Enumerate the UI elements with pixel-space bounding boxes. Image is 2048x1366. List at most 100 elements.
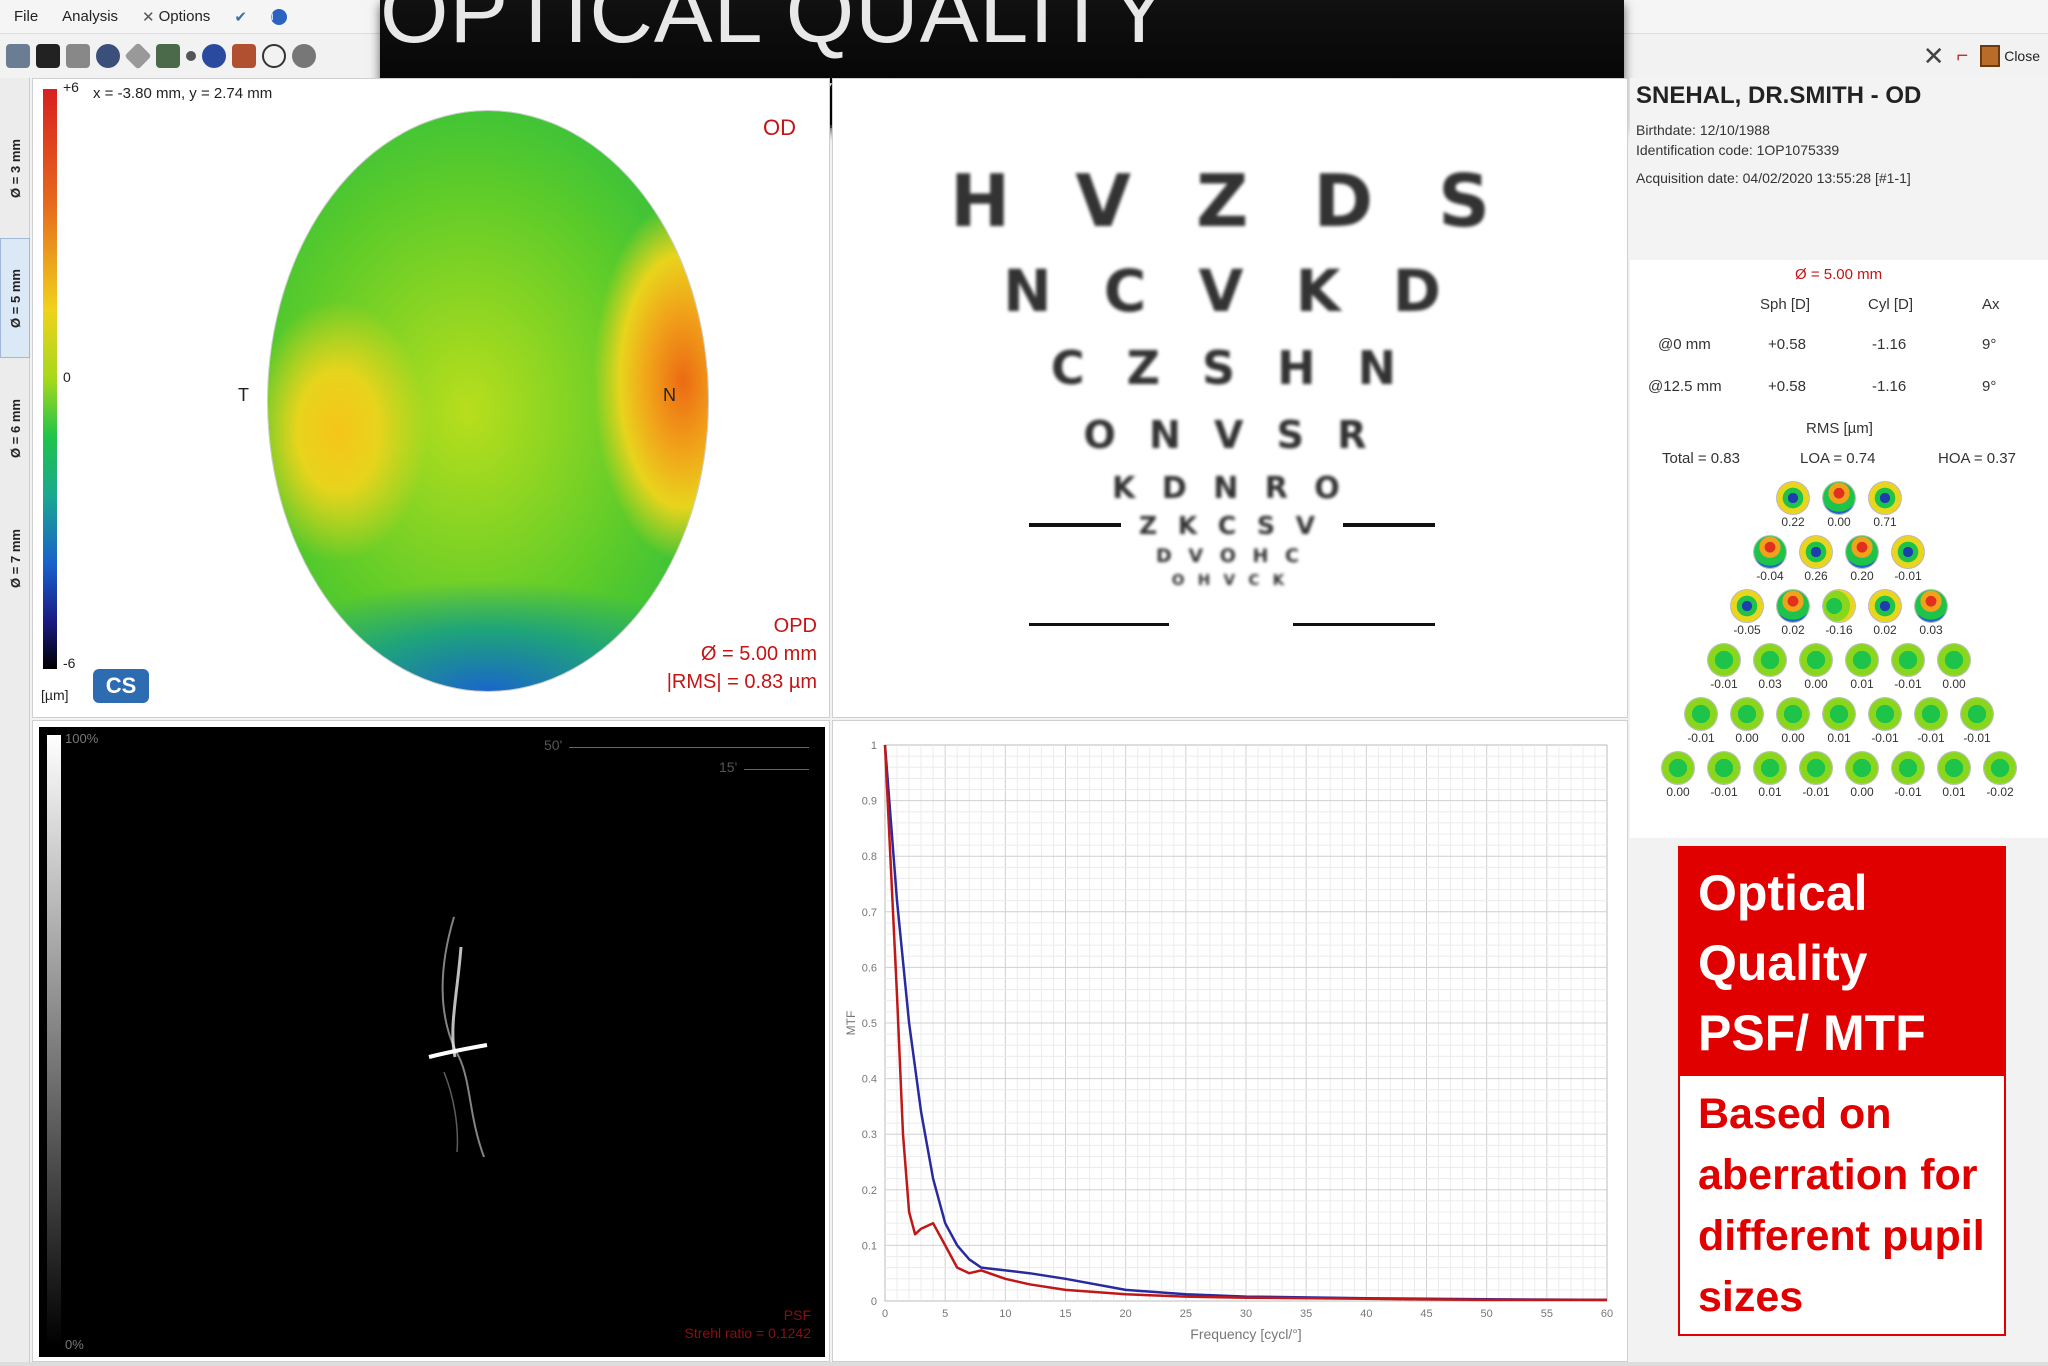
- close-circle-icon[interactable]: [292, 44, 316, 68]
- zernike-term-map[interactable]: [1938, 644, 1970, 676]
- zernike-term-map[interactable]: [1823, 590, 1855, 622]
- zernike-term-value: -0.01: [1710, 677, 1738, 691]
- zernike-term-map[interactable]: [1846, 536, 1878, 568]
- zernike-term-map[interactable]: [1754, 752, 1786, 784]
- y-tick-label: 0.9: [862, 796, 877, 808]
- acuity-row: O N V S R: [1083, 413, 1377, 457]
- check-icon[interactable]: ✔: [234, 8, 247, 26]
- acuity-row: N C V K D: [1003, 257, 1457, 325]
- callout-box: Optical Quality PSF/ MTF Based on aberra…: [1678, 846, 2006, 1336]
- patient-birthdate: Birthdate: 12/10/1988: [1636, 122, 1770, 138]
- zernike-term-map[interactable]: [1777, 698, 1809, 730]
- dot-icon[interactable]: [186, 51, 196, 61]
- zernike-term-map[interactable]: [1869, 698, 1901, 730]
- psf-image[interactable]: 100% 0% 50' 15' PSF Strehl ratio = 0.124…: [39, 727, 825, 1357]
- zernike-term-map[interactable]: [1846, 752, 1878, 784]
- zernike-term-value: 0.01: [1850, 677, 1874, 691]
- zernike-term-value: -0.01: [1710, 785, 1738, 799]
- zernike-term-map[interactable]: [1685, 698, 1717, 730]
- zernike-term-value: -0.01: [1687, 731, 1715, 745]
- color-scale-bar: [43, 89, 57, 669]
- zernike-term-map[interactable]: [1800, 752, 1832, 784]
- acquisition-date: Acquisition date: 04/02/2020 13:55:28 [#…: [1636, 170, 1911, 186]
- zernike-term-map[interactable]: [1915, 698, 1947, 730]
- tab-pupil-5mm[interactable]: Ø = 5 mm: [0, 238, 30, 358]
- intensity-scale-bar: [47, 735, 61, 1347]
- menu-analysis[interactable]: Analysis: [62, 8, 119, 25]
- brackets-icon[interactable]: [262, 44, 286, 68]
- tab-pupil-3mm[interactable]: Ø = 3 mm: [0, 108, 30, 228]
- visual-acuity-simulation-panel: H V Z D S N C V K D C Z S H N O N V S R …: [832, 78, 1628, 718]
- zernike-term-map[interactable]: [1754, 536, 1786, 568]
- patient-header: [1630, 78, 2048, 260]
- zernike-term-value: 0.00: [1781, 731, 1805, 745]
- pupil-caption: Ø = 5.00 mm: [700, 643, 817, 665]
- tab-pupil-7mm[interactable]: Ø = 7 mm: [0, 498, 30, 618]
- zernike-term-map[interactable]: [1892, 752, 1924, 784]
- users-icon[interactable]: [156, 44, 180, 68]
- info-icon[interactable]: i: [270, 8, 287, 25]
- menu-options[interactable]: ✕ Options: [142, 8, 210, 26]
- zernike-term-map[interactable]: [1892, 644, 1924, 676]
- zernike-term-value: 0.01: [1827, 731, 1851, 745]
- mtf-series-line-2: [883, 744, 1607, 1302]
- contact-lens-icon[interactable]: [232, 44, 256, 68]
- zernike-term-map[interactable]: [1731, 698, 1763, 730]
- wavefront-map[interactable]: [268, 111, 708, 691]
- zernike-term-value: -0.01: [1871, 731, 1899, 745]
- zernike-term-map[interactable]: [1938, 752, 1970, 784]
- menu-file[interactable]: File: [14, 8, 39, 25]
- zernike-term-map[interactable]: [1823, 698, 1855, 730]
- rms-caption: |RMS| = 0.83 µm: [666, 671, 817, 693]
- zernike-term-map[interactable]: [1915, 590, 1947, 622]
- zernike-term-map[interactable]: [1892, 536, 1924, 568]
- grid-icon[interactable]: [6, 44, 30, 68]
- tools-icon[interactable]: ✕: [1922, 40, 1945, 71]
- col-cyl: Cyl [D]: [1868, 296, 1913, 313]
- psf-label: PSF: [783, 1307, 811, 1323]
- layout-icon[interactable]: ⌐: [1956, 44, 1969, 67]
- globe-icon[interactable]: [96, 44, 120, 68]
- zernike-term-map[interactable]: [1777, 482, 1809, 514]
- zernike-term-map[interactable]: [1846, 644, 1878, 676]
- zernike-term-map[interactable]: [1777, 590, 1809, 622]
- zernike-term-value: 0.00: [1850, 785, 1874, 799]
- diamond-icon[interactable]: [124, 42, 152, 70]
- zernike-term-map[interactable]: [1984, 752, 2016, 784]
- zernike-term-map[interactable]: [1662, 752, 1694, 784]
- opd-map-panel: +6 0 -6 [µm] x = -3.80 mm, y = 2.74 mm O…: [32, 78, 830, 718]
- image-icon[interactable]: [66, 44, 90, 68]
- zernike-term-map[interactable]: [1869, 590, 1901, 622]
- mtf-chart[interactable]: 0 5 10 15 20 25 30 35 40 45 50 55 60 0 0.1 0.2 0.3 0.4 0.5…: [833, 721, 1628, 1362]
- zernike-term-map[interactable]: [1708, 644, 1740, 676]
- zernike-term-map[interactable]: [1800, 536, 1832, 568]
- monitor-icon[interactable]: [36, 44, 60, 68]
- x-tick-label: 40: [1360, 1308, 1372, 1320]
- zernike-term-map[interactable]: [1869, 482, 1901, 514]
- close-label: Close: [2004, 48, 2040, 64]
- circle-icon[interactable]: [202, 44, 226, 68]
- y-axis-label: MTF: [844, 1011, 858, 1036]
- zernike-term-map[interactable]: [1754, 644, 1786, 676]
- zernike-term-map[interactable]: [1961, 698, 1993, 730]
- zernike-term-map[interactable]: [1731, 590, 1763, 622]
- zernike-term-value: -0.05: [1733, 623, 1761, 637]
- zernike-term-value: 0.03: [1758, 677, 1782, 691]
- x-tick-label: 25: [1180, 1308, 1192, 1320]
- refraction-pupil: Ø = 5.00 mm: [1795, 266, 1883, 283]
- zernike-term-map[interactable]: [1800, 644, 1832, 676]
- zernike-term-map[interactable]: [1823, 482, 1855, 514]
- zernike-term-map[interactable]: [1708, 752, 1740, 784]
- tab-pupil-6mm[interactable]: Ø = 6 mm: [0, 368, 30, 488]
- x-tick-label: 60: [1601, 1308, 1613, 1320]
- row-sph: +0.58: [1768, 336, 1806, 353]
- zernike-term-value: 0.03: [1919, 623, 1943, 637]
- zernike-term-value: -0.01: [1802, 785, 1830, 799]
- zernike-term-value: 0.00: [1827, 515, 1851, 529]
- close-button[interactable]: Close: [1980, 45, 2040, 67]
- rms-title: RMS [µm]: [1806, 420, 1873, 437]
- tab-label: Ø = 7 mm: [7, 528, 23, 588]
- x-axis-label: Frequency [cycl/°]: [1190, 1326, 1301, 1342]
- mtf-panel: 0 5 10 15 20 25 30 35 40 45 50 55 60 0 0.1 0.2 0.3 0.4 0.5…: [832, 720, 1628, 1362]
- y-tick-label: 0.7: [862, 907, 877, 919]
